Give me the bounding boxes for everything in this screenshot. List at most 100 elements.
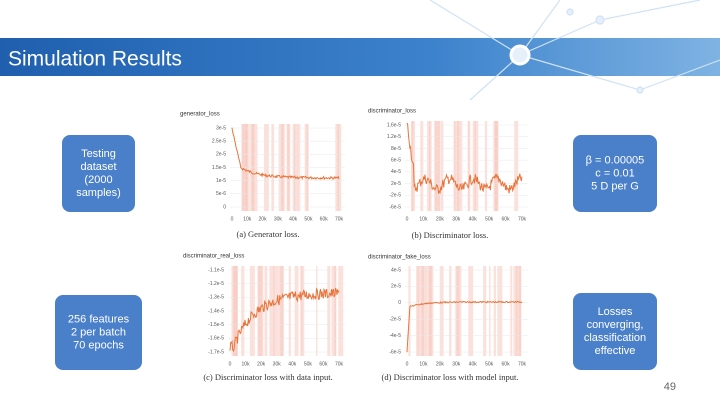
highlight-band [493, 121, 499, 211]
info-box [62, 135, 135, 212]
y-tick-label: 6e-5 [391, 157, 401, 163]
page-number: 49 [664, 381, 676, 393]
y-tick-label: -1.3e-5 [208, 295, 224, 301]
x-tick-label: 40k [289, 216, 298, 222]
y-tick-label: -6e-5 [389, 204, 401, 210]
x-tick-label: 50k [304, 361, 313, 367]
info-box-text: β = 0.00005 [586, 154, 645, 166]
highlight-band [421, 266, 426, 356]
x-tick-label: 0 [229, 361, 232, 367]
highlight-band [456, 121, 463, 211]
highlight-band [514, 121, 519, 211]
highlight-band [513, 266, 518, 356]
y-tick-label: -1.7e-5 [208, 349, 224, 355]
y-tick-label: 2e-5 [216, 152, 226, 158]
y-tick-label: -4e-5 [389, 333, 401, 339]
y-tick-label: -1.2e-5 [208, 281, 224, 287]
info-box-text: converging, [587, 319, 644, 331]
y-tick-label: 5e-6 [216, 191, 226, 197]
x-tick-label: 50k [304, 216, 313, 222]
figure-caption: (c) Discriminator loss with data input. [203, 372, 332, 382]
loss-curve [406, 300, 523, 353]
x-tick-label: 20k [436, 216, 445, 222]
highlight-band [416, 266, 420, 356]
x-tick-label: 60k [320, 216, 329, 222]
x-tick-label: 60k [319, 361, 328, 367]
highlight-band [427, 121, 431, 211]
y-tick-label: 0 [223, 204, 226, 210]
highlight-band [467, 121, 471, 211]
loss-curve [229, 287, 340, 353]
y-tick-label: -1.5e-5 [208, 322, 224, 328]
x-tick-label: 30k [273, 361, 282, 367]
x-tick-label: 60k [502, 361, 511, 367]
x-tick-label: 70k [335, 216, 344, 222]
info-box [573, 293, 657, 370]
network-decoration [429, 0, 720, 101]
x-tick-label: 40k [469, 361, 478, 367]
y-tick-label: 2e-5 [391, 181, 401, 187]
info-box-text: Losses [598, 306, 633, 318]
y-tick-label: 2.5e-5 [212, 138, 226, 144]
info-box-text: dataset [80, 161, 116, 173]
y-tick-label: 0 [398, 300, 401, 306]
title-bar [0, 38, 720, 76]
info-box-text: samples) [76, 187, 121, 199]
highlight-band [510, 266, 513, 356]
x-tick-label: 0 [231, 216, 234, 222]
highlight-band [449, 266, 452, 356]
x-tick-label: 30k [452, 216, 461, 222]
x-tick-label: 70k [518, 216, 527, 222]
highlight-band [429, 266, 434, 356]
y-tick-label: 8e-5 [391, 146, 401, 152]
y-tick-label: 2e-5 [391, 284, 401, 290]
figure-title: discriminator_real_loss [183, 254, 244, 260]
x-tick-label: 50k [485, 216, 494, 222]
slide-title: Simulation Results [8, 48, 182, 71]
highlight-band [439, 266, 444, 356]
info-box-text: 5 D per G [591, 180, 639, 192]
figure-title: discriminator_loss [368, 109, 416, 115]
highlight-band [493, 266, 496, 356]
y-tick-label: 1e-5 [216, 178, 226, 184]
x-tick-label: 20k [259, 216, 268, 222]
x-tick-label: 70k [335, 361, 344, 367]
y-tick-label: -1.4e-5 [208, 308, 224, 314]
figure-caption: (d) Discriminator loss with model input. [382, 372, 519, 382]
y-tick-label: 1.2e-5 [387, 134, 401, 140]
figure-caption: (a) Generator loss. [236, 229, 299, 239]
x-tick-label: 20k [436, 361, 445, 367]
highlight-band [456, 266, 462, 356]
highlight-band [483, 266, 487, 356]
info-box-text: c = 0.01 [595, 167, 634, 179]
figure-title: generator_loss [180, 112, 220, 118]
highlight-band [417, 266, 423, 356]
x-tick-label: 60k [502, 216, 511, 222]
figure-title: discriminator_fake_loss [368, 255, 431, 261]
x-tick-label: 30k [452, 361, 461, 367]
plot-area [405, 121, 528, 211]
loss-curve [406, 122, 523, 194]
y-tick-label: 3e-5 [216, 125, 226, 131]
y-tick-label: -1.6e-5 [208, 336, 224, 342]
x-tick-label: 0 [406, 361, 409, 367]
highlight-band [489, 266, 491, 356]
highlight-band [468, 266, 474, 356]
info-box-text: Testing [81, 148, 116, 160]
x-tick-label: 70k [518, 361, 527, 367]
info-box-text: 70 epochs [73, 339, 124, 351]
x-tick-label: 40k [288, 361, 297, 367]
x-tick-label: 30k [274, 216, 283, 222]
x-tick-label: 20k [257, 361, 266, 367]
x-tick-label: 50k [485, 361, 494, 367]
x-tick-label: 10k [419, 216, 428, 222]
highlight-band [472, 121, 479, 211]
y-tick-label: -6e-5 [389, 349, 401, 355]
info-box [573, 135, 657, 212]
info-box-text: 256 features [68, 313, 130, 325]
x-tick-label: 10k [243, 216, 252, 222]
x-tick-label: 0 [406, 216, 409, 222]
highlight-band [435, 121, 440, 211]
info-box-text: 2 per batch [71, 326, 126, 338]
